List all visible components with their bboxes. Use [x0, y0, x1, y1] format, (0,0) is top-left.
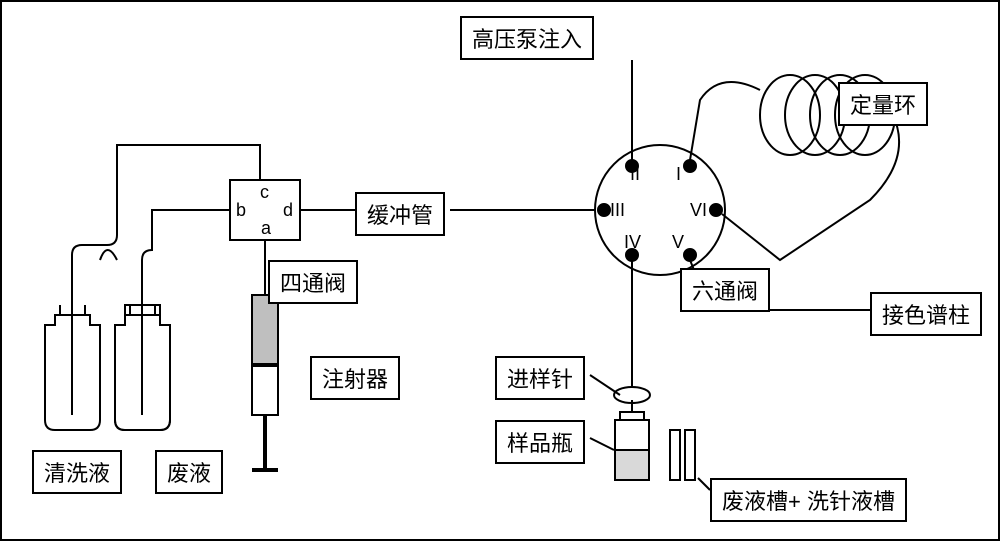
port-i: I	[676, 164, 681, 185]
port-v: V	[672, 232, 684, 253]
port-ii: II	[630, 164, 640, 185]
port-d: d	[283, 200, 293, 221]
label-six-port-valve: 六通阀	[680, 268, 770, 312]
label-four-port-valve: 四通阀	[268, 260, 358, 304]
port-c: c	[260, 182, 269, 203]
port-iii: III	[610, 200, 625, 221]
label-buffer-tube: 缓冲管	[355, 192, 445, 236]
port-a: a	[261, 218, 271, 239]
label-waste-wash-slot: 废液槽+ 洗针液槽	[710, 478, 907, 522]
label-high-pressure-pump: 高压泵注入	[460, 16, 594, 60]
port-iv: IV	[624, 232, 641, 253]
label-to-column: 接色谱柱	[870, 292, 982, 336]
port-vi: VI	[690, 200, 707, 221]
label-waste: 废液	[155, 450, 223, 494]
port-b: b	[236, 200, 246, 221]
label-wash-solution: 清洗液	[32, 450, 122, 494]
label-loop: 定量环	[838, 82, 928, 126]
label-syringe: 注射器	[310, 356, 400, 400]
label-sample-vial: 样品瓶	[495, 420, 585, 464]
label-needle: 进样针	[495, 356, 585, 400]
